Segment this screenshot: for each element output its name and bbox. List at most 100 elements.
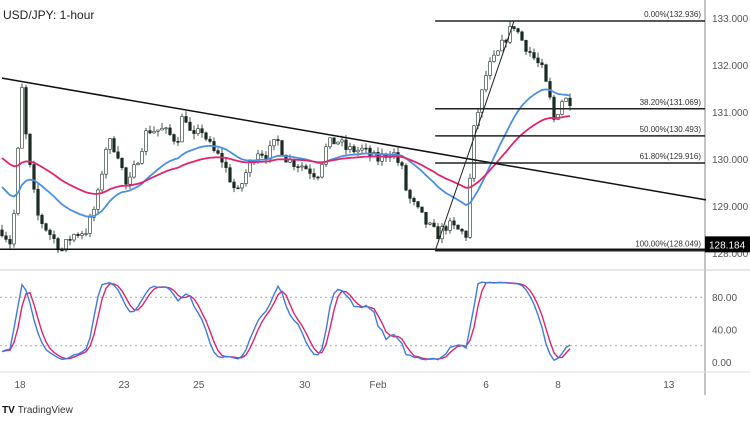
candle-body [76,233,80,236]
candle-body [72,233,76,241]
candle-body [8,239,12,245]
chart-title: USD/JPY: 1-hour [3,8,95,22]
candle-body [500,39,504,52]
candle-body [116,151,120,159]
candle-body [228,167,232,183]
candle-body [104,149,108,175]
candle-body [344,139,348,150]
candle-body [148,130,152,134]
candle-body [272,139,276,147]
candle-body [404,165,408,191]
candle-body [340,139,344,143]
stoch-tick-label: 0.00 [712,358,732,369]
candle-body [152,131,156,134]
candle-body [528,51,532,53]
current-price-badge [705,236,750,253]
candle-body [88,216,92,234]
candle-body [200,128,204,134]
candle-body [236,187,240,190]
candle-body [296,166,300,168]
time-tick-label: 23 [118,380,130,391]
price-tick-label: 129.000 [712,202,749,213]
candle-body [68,239,72,241]
candle-body [300,165,304,168]
candle-body [100,173,104,191]
time-tick-label: 18 [14,380,26,391]
candle-body [348,146,352,150]
candles [0,21,572,254]
candle-body [324,146,328,165]
candle-body [280,140,284,156]
candle-body [136,162,140,166]
candle-body [332,137,336,145]
candle-body [508,26,512,43]
candle-body [4,235,8,240]
candle-body [492,54,496,62]
candle-body [412,198,416,202]
candle-body [64,239,68,251]
price-chart[interactable]: 133.000 132.000 131.000 130.000 129.000 128.0… [0,0,750,400]
candle-body [512,26,516,29]
candle-body [240,183,244,189]
price-tick-label: 131.000 [712,108,749,119]
candle-body [144,130,148,152]
tradingview-logo-icon: TV [2,405,15,416]
candle-body [268,145,272,160]
candle-body [48,229,52,235]
candle-body [140,151,144,164]
candle-body [328,137,332,148]
price-tick-label: 132.000 [712,61,749,72]
candle-body [112,138,116,153]
candle-body [84,233,88,235]
price-tick-label: 133.000 [712,14,749,25]
stoch-tick-label: 80.00 [712,293,737,304]
candle-body [368,147,372,157]
candle-body [156,129,160,132]
time-tick-label: 6 [483,380,489,391]
candle-body [204,132,208,140]
candle-body [516,28,520,33]
candle-body [464,230,468,238]
candle-body [460,228,464,232]
candle-body [0,229,4,237]
candle-body [52,234,56,239]
candle-body [40,214,44,224]
moving-average-line [1,88,571,218]
candle-body [28,133,32,165]
candle-body [196,128,200,134]
fib-level-label: 61.80%(129.916) [640,152,702,161]
candle-body [560,101,564,115]
candle-body [488,61,492,76]
candle-body [436,226,440,240]
candle-body [524,40,528,52]
candle-body [120,157,124,168]
candle-body [224,161,228,168]
current-price-label: 128.184 [709,240,746,251]
candle-body [184,116,188,123]
time-tick-label: Feb [369,380,387,391]
candle-body [416,201,420,208]
candle-body [96,189,100,210]
tradingview-brand[interactable]: TV TradingView [2,405,73,416]
candle-body [484,75,488,91]
candle-body [468,177,472,238]
trendline [1,77,707,201]
candle-body [168,127,172,135]
candle-body [248,160,252,173]
candle-body [480,89,484,113]
candle-body [12,213,16,245]
stochastic-k-line [1,281,571,362]
candle-body [536,57,540,64]
candle-body [312,173,316,178]
candle-body [292,159,296,167]
candle-body [356,149,360,153]
candle-body [180,116,184,143]
candle-body [472,125,476,179]
candle-body [192,130,196,134]
candle-body [172,134,176,142]
candle-body [420,206,424,213]
time-tick-label: 30 [299,380,311,391]
candle-body [304,165,308,170]
candle-body [532,52,536,59]
candle-body [456,224,460,230]
